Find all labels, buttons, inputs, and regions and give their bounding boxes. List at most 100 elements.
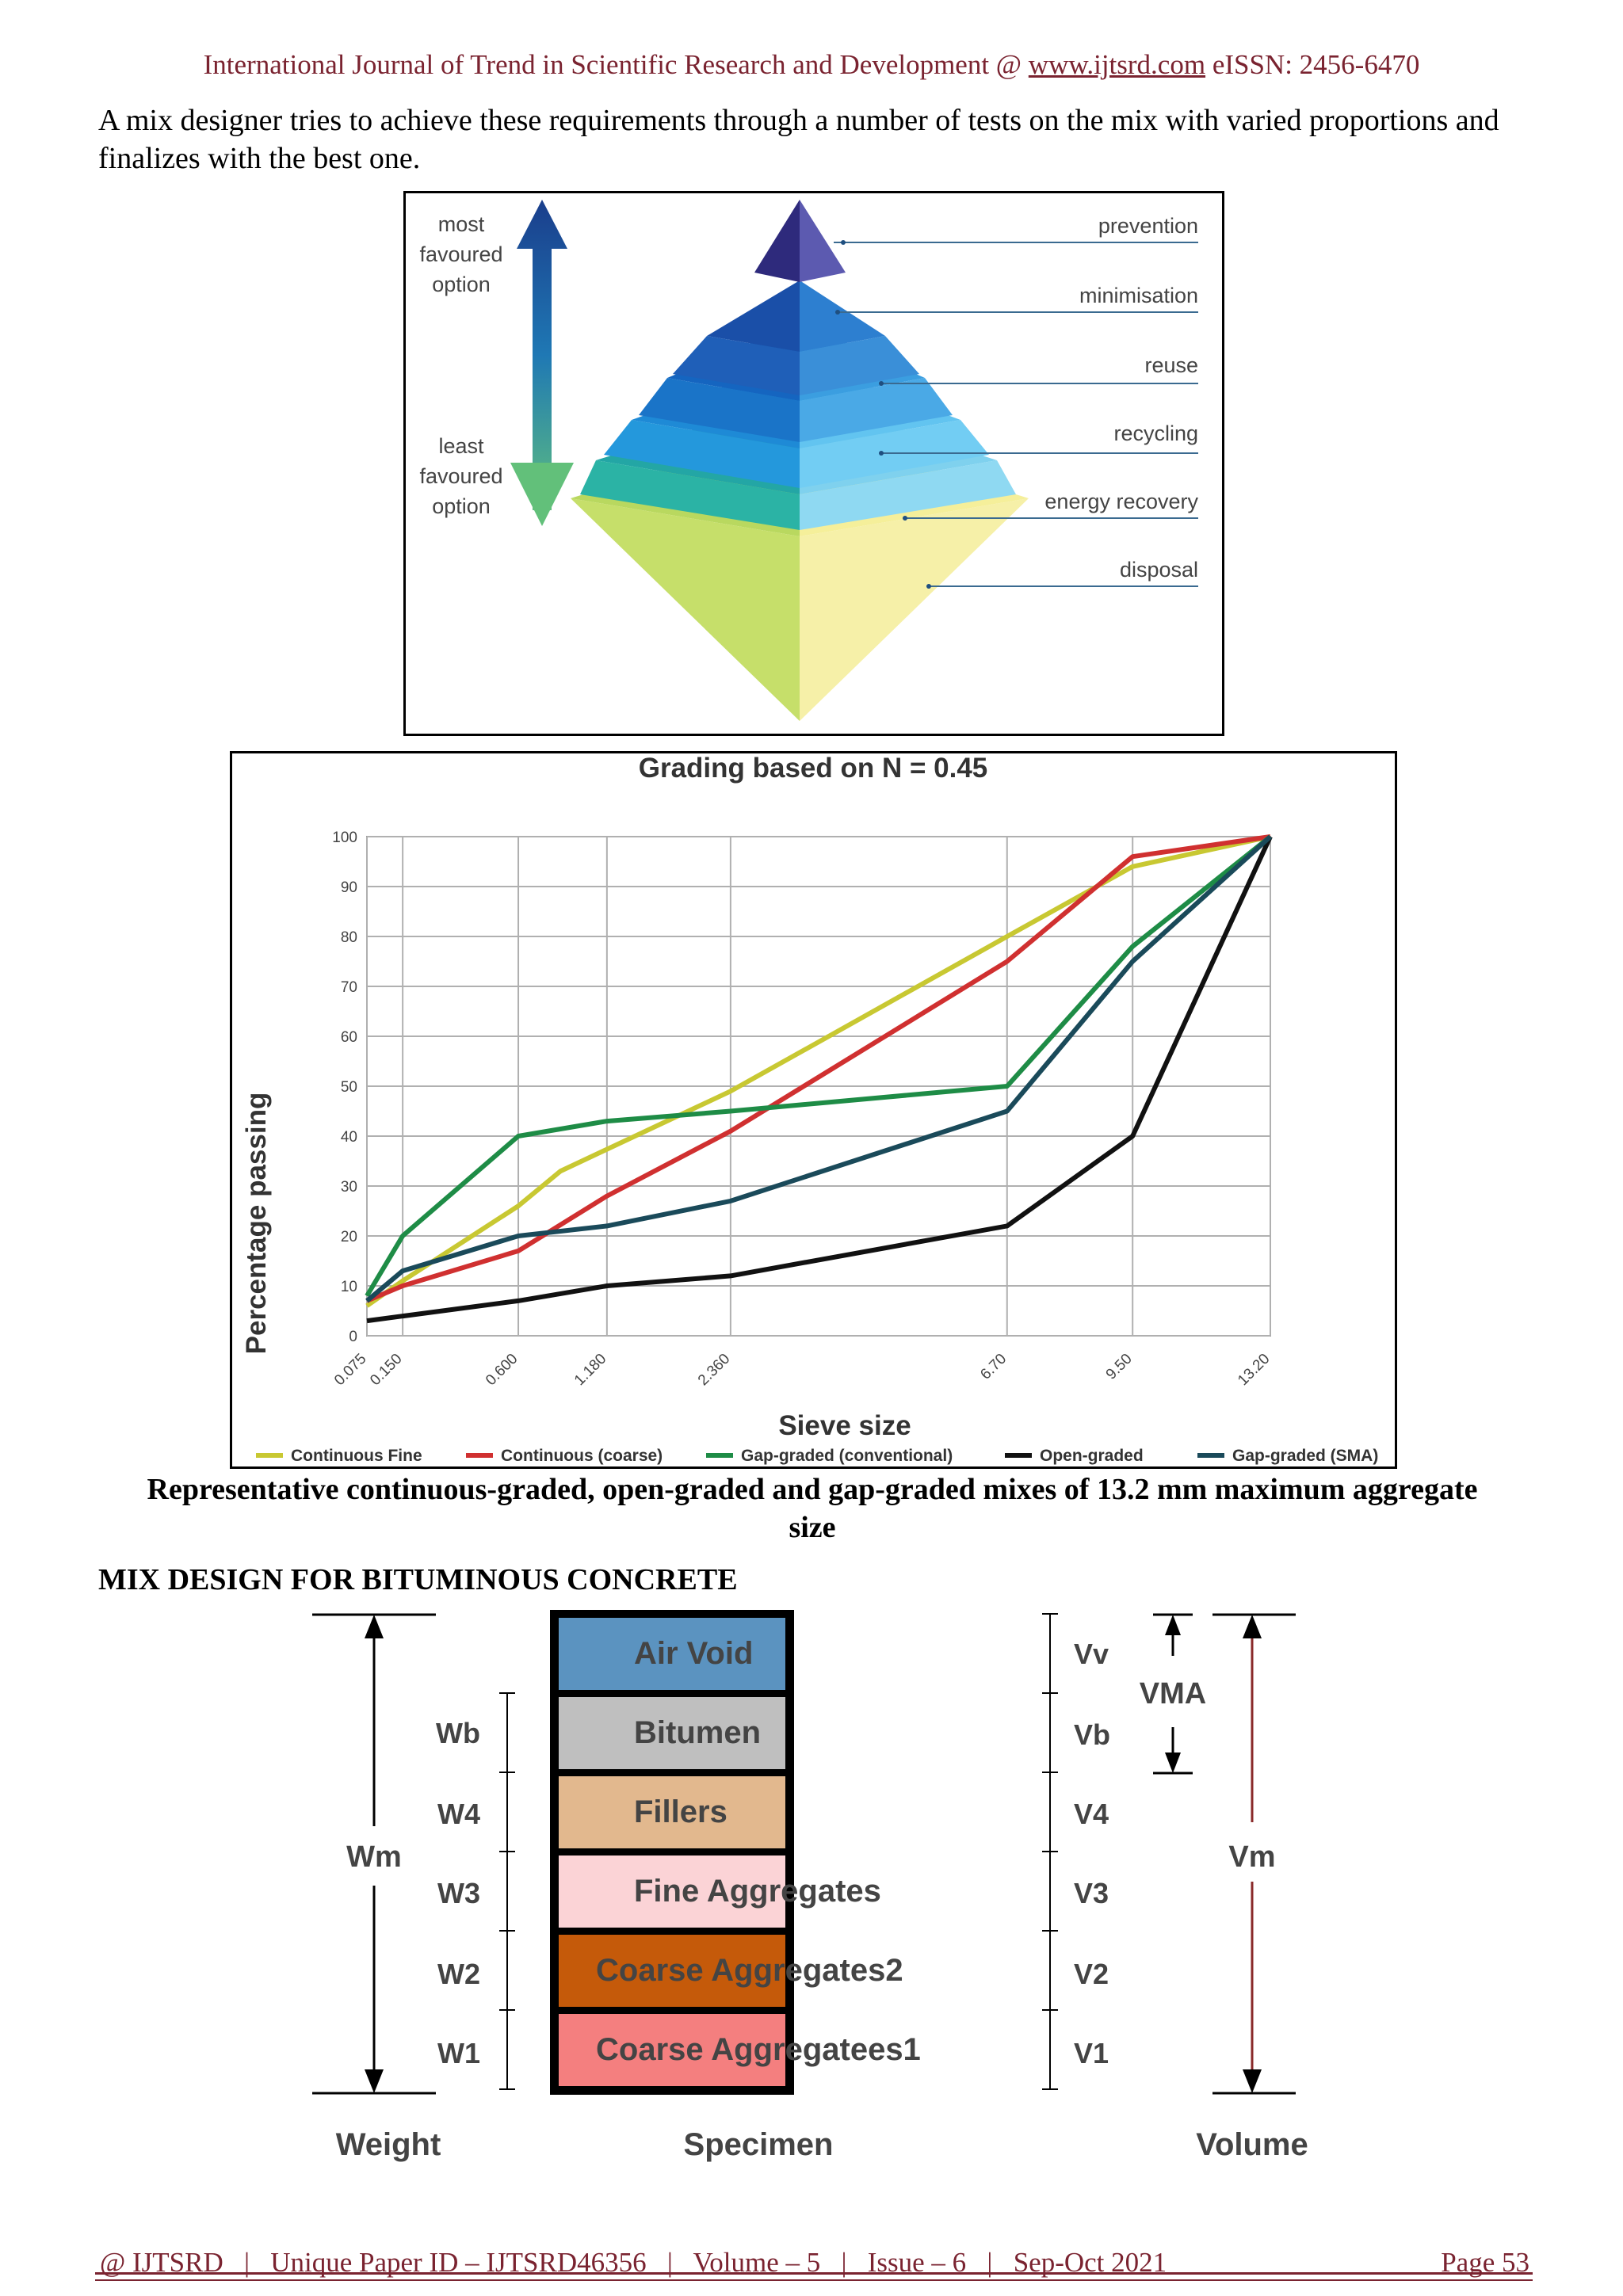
level-disposal: disposal [1120,558,1198,582]
least-favoured-line1: least [438,434,484,458]
level-minimisation: minimisation [1079,284,1198,307]
legend-label-3: Open-graded [1040,1447,1144,1465]
most-favoured-line3: option [432,273,491,296]
mix-design-diagram: Air Void Bitumen Fillers Fine Aggregates… [301,1600,1323,2171]
section-heading: MIX DESIGN FOR BITUMINOUS CONCRETE [98,1563,738,1596]
mix-design-svg: Air Void Bitumen Fillers Fine Aggregates… [312,1610,1308,2162]
most-favoured-line1: most [438,212,485,236]
preference-arrow [510,200,574,526]
wm-dimension [312,1613,436,2095]
footer-paper-info: @ IJTSRD | Unique Paper ID – IJTSRD46356… [100,2247,1167,2278]
vma-dimension [1153,1613,1193,1775]
layer-label-fillers: Fillers [634,1794,727,1829]
volume-vv: Vv [1074,1638,1109,1670]
volume-v3: V3 [1074,1877,1109,1909]
series-line-3 [366,835,1273,1324]
most-favoured-line2: favoured [419,242,502,266]
x-tick-label: 0.075 [331,1351,369,1389]
chart-y-axis-label: Percentage passing [241,1093,272,1355]
weight-label: Weight [336,2127,441,2162]
chart-title: Grading based on N = 0.45 [639,753,988,784]
grading-chart: Grading based on N = 0.45 Percentage pas… [230,751,1397,1469]
layer-fine-aggregates [559,1855,785,1928]
y-tick-label: 60 [341,1029,357,1046]
weight-ticks [499,1692,515,2090]
y-tick-label: 80 [341,929,357,946]
layer-bitumen [559,1697,785,1769]
series-line-4 [365,834,1273,1303]
footer-rule [95,2272,1533,2275]
y-tick-label: 50 [341,1079,357,1096]
series-line-2 [365,834,1272,1298]
least-favoured-line3: option [432,494,491,518]
layer-label-coarse-aggregates2: Coarse Aggregates2 [596,1953,903,1988]
layer-label-bitumen: Bitumen [634,1715,761,1750]
y-tick-label: 40 [341,1129,357,1146]
specimen-layers [559,1618,785,2086]
figure-caption: Representative continuous-graded, open-g… [147,1473,1478,1544]
volume-vb: Vb [1074,1718,1110,1751]
weight-w2: W2 [437,1958,480,1990]
layer-air-void [559,1618,785,1690]
grading-chart-svg: Grading based on N = 0.45 Percentage pas… [241,753,1378,1465]
x-tick-label: 0.150 [367,1351,405,1389]
volume-ticks [1042,1613,1058,2090]
layer-label-air-void: Air Void [634,1636,753,1671]
y-tick-label: 0 [349,1329,357,1345]
journal-url-link[interactable]: www.ijtsrd.com [1028,49,1206,80]
journal-name: International Journal of Trend in Scient… [203,49,1022,80]
specimen-label: Specimen [684,2127,834,2162]
waste-hierarchy-pyramid: most favoured option least favoured opti… [403,191,1224,736]
y-tick-label: 30 [341,1179,357,1196]
volume-v4: V4 [1074,1798,1109,1830]
layer-label-coarse-aggregates1: Coarse Aggregatees1 [596,2032,921,2067]
volume-v2: V2 [1074,1958,1109,1990]
legend-label-4: Gap-graded (SMA) [1232,1447,1378,1465]
y-tick-label: 10 [341,1279,357,1295]
leader-dots [835,240,931,589]
chart-legend: Continuous Fine Continuous (coarse) Gap-gr… [256,1447,1378,1465]
x-tick-label: 1.180 [571,1351,609,1389]
chart-x-axis-label: Sieve size [778,1410,911,1441]
weight-wb: Wb [436,1717,480,1749]
x-tick-label: 0.600 [483,1351,521,1389]
legend-label-2: Gap-graded (conventional) [741,1447,953,1465]
volume-v1: V1 [1074,2037,1109,2069]
x-tick-label: 9.50 [1103,1351,1136,1383]
footer-rule-thin [95,2279,1533,2281]
wm-label: Wm [346,1840,402,1874]
y-tick-label: 100 [332,830,357,846]
level-prevention: prevention [1098,214,1198,238]
running-header: International Journal of Trend in Scient… [0,49,1623,81]
legend-label-0: Continuous Fine [291,1447,422,1465]
layer-coarse-aggregates1 [559,2014,785,2086]
level-recycling: recycling [1113,421,1198,445]
pyramid-svg: most favoured option least favoured opti… [419,200,1198,721]
vm-label: Vm [1228,1840,1275,1874]
eissn: eISSN: 2456-6470 [1212,49,1420,80]
pyramid-tier-prevention [754,200,846,282]
volume-label: Volume [1196,2127,1308,2162]
y-tick-label: 70 [341,979,357,996]
level-reuse: reuse [1144,353,1198,377]
legend-label-1: Continuous (coarse) [501,1447,663,1465]
layer-fillers [559,1776,785,1848]
weight-w1: W1 [437,2037,480,2069]
series-line-1 [365,834,1271,1303]
series-line-0 [365,834,1271,1308]
x-tick-label: 2.360 [695,1351,733,1389]
layer-coarse-aggregates2 [559,1935,785,2007]
intro-paragraph: A mix designer tries to achieve these re… [98,104,1499,175]
chart-series [365,834,1273,1324]
x-tick-label: 6.70 [977,1351,1010,1383]
x-tick-label: 13.20 [1235,1351,1273,1389]
vm-dimension [1212,1613,1296,2095]
weight-w4: W4 [437,1798,480,1830]
y-tick-label: 90 [341,879,357,896]
pyramid-tier-minimisation [673,280,919,395]
level-energy-recovery: energy recovery [1044,490,1198,513]
least-favoured-line2: favoured [419,464,502,488]
layer-label-fine-aggregates: Fine Aggregates [634,1874,881,1909]
footer-page-number: Page 53 [1441,2247,1529,2278]
y-tick-label: 20 [341,1229,357,1245]
